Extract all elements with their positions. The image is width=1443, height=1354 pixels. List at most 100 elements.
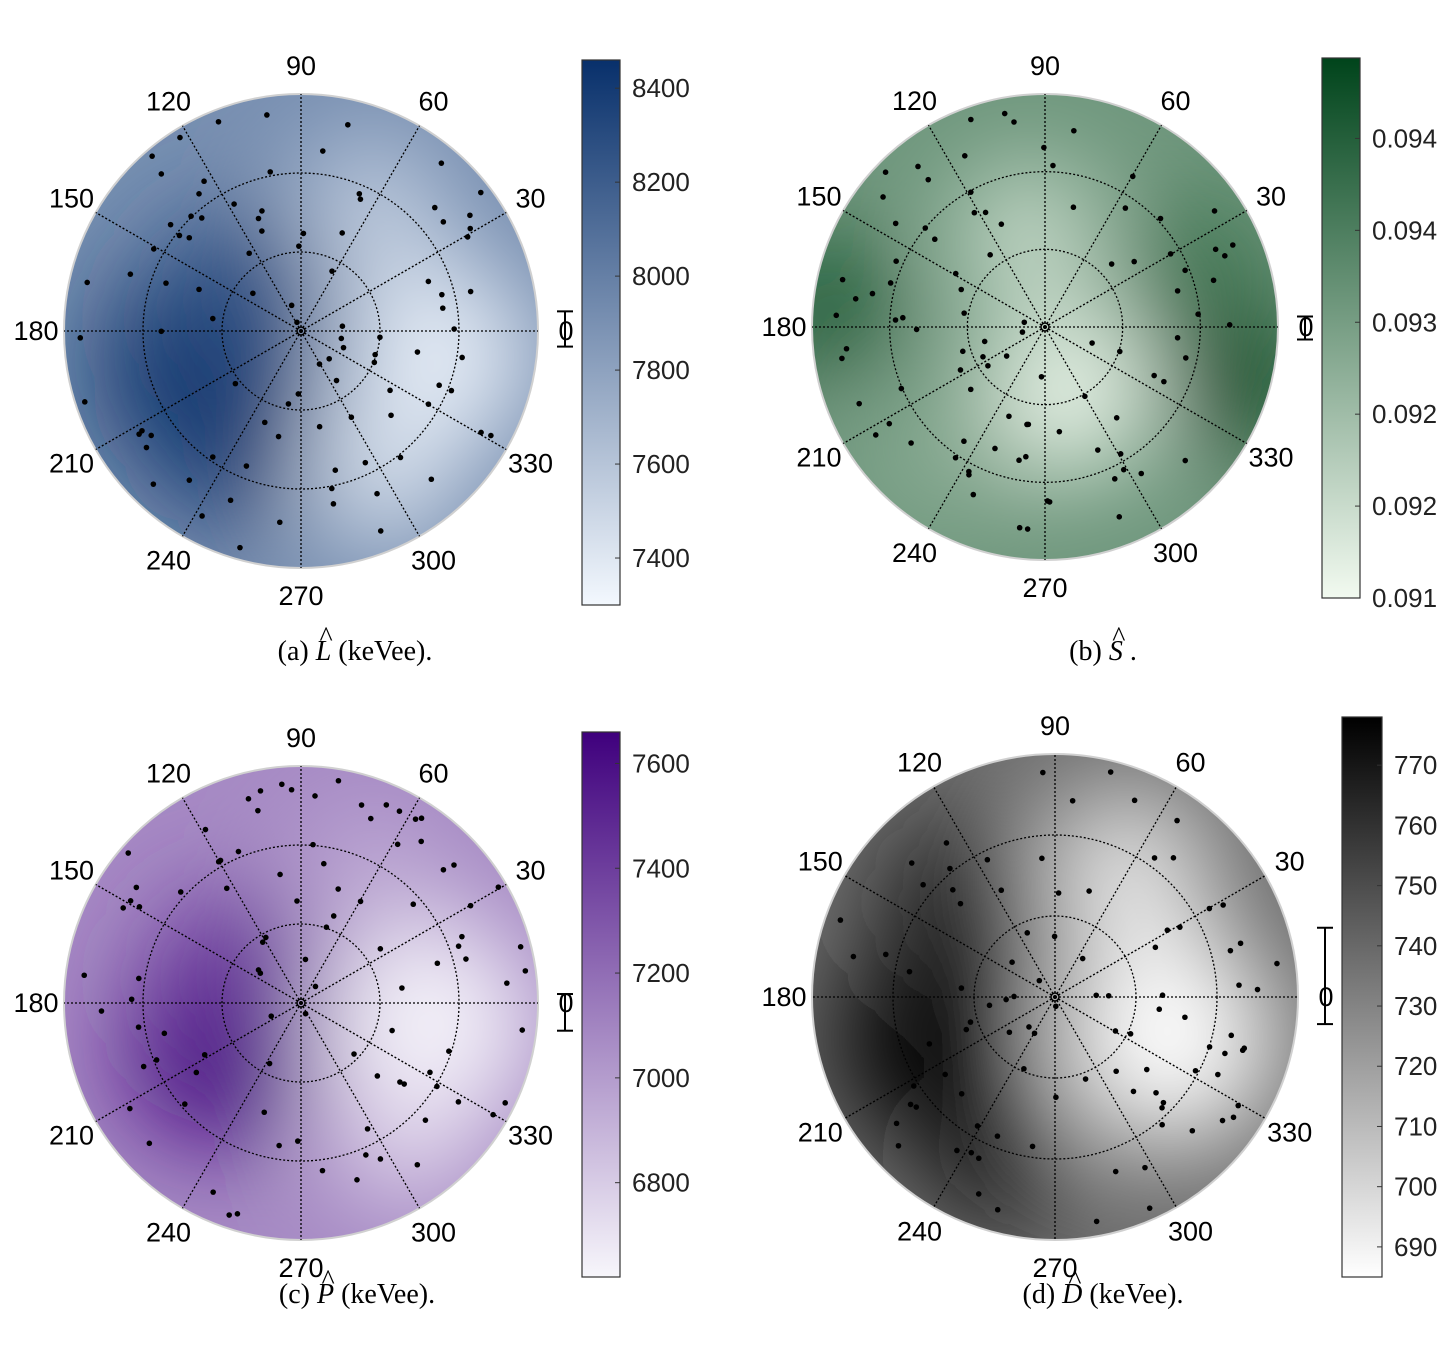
sample-point	[1122, 205, 1129, 211]
sample-point	[502, 1100, 508, 1106]
angle-tick-label: 90	[1030, 51, 1060, 81]
sample-point	[259, 939, 266, 945]
sample-point	[275, 433, 282, 440]
sample-point	[237, 544, 243, 551]
angle-tick-label: 240	[892, 538, 937, 568]
sample-point	[414, 1161, 421, 1168]
sample-point	[150, 481, 157, 487]
sample-point	[839, 276, 846, 283]
sample-point	[1055, 890, 1062, 896]
sample-point	[959, 348, 966, 355]
sample-point	[335, 886, 341, 892]
sample-point	[399, 985, 405, 991]
sample-point	[898, 385, 905, 392]
sample-point	[459, 933, 465, 940]
sample-point	[427, 1069, 433, 1076]
sample-point	[326, 355, 333, 362]
sample-point	[1056, 428, 1063, 435]
colorbar-tick-label: 7400	[632, 543, 690, 573]
sample-point	[981, 338, 988, 345]
colorbar-tick-label: 7000	[632, 1063, 690, 1093]
sample-point	[120, 905, 126, 911]
colorbar-tick-label: 770	[1394, 750, 1437, 780]
sample-point	[201, 178, 207, 185]
colorbar-tick-label: 0.094	[1372, 215, 1437, 245]
angle-tick-label: 270	[1032, 1253, 1077, 1283]
sample-point	[422, 1117, 429, 1123]
angle-tick-label: 240	[146, 545, 191, 575]
sample-point	[982, 209, 989, 216]
sample-point	[363, 1152, 369, 1158]
sample-point	[339, 230, 345, 236]
sample-point	[312, 793, 318, 799]
sample-point	[167, 221, 174, 228]
sample-point	[1138, 470, 1145, 477]
sample-point	[202, 826, 209, 833]
polar-spoke	[1044, 326, 1248, 445]
sample-point	[1189, 1127, 1196, 1134]
sample-point	[455, 943, 462, 949]
sample-point	[893, 258, 899, 264]
sample-point	[217, 857, 224, 864]
sample-point	[1003, 353, 1010, 359]
sample-point	[880, 194, 886, 200]
heatmap-blob	[301, 808, 444, 951]
angle-tick-label: 30	[515, 184, 545, 214]
sample-point	[1222, 253, 1228, 259]
polar-spoke	[1054, 786, 1178, 998]
polar-spoke	[1054, 996, 1178, 1208]
sample-point	[234, 1211, 241, 1217]
sample-point	[1044, 498, 1051, 504]
sample-point	[1016, 524, 1023, 531]
sample-point	[296, 243, 302, 249]
sample-point	[312, 983, 319, 990]
angle-tick-label: 270	[278, 581, 323, 611]
polar-spoke	[927, 124, 1046, 328]
sample-point	[227, 497, 234, 504]
sample-point	[1003, 996, 1009, 1003]
sample-point	[446, 1048, 452, 1054]
sample-point	[374, 1073, 381, 1079]
sample-point	[463, 956, 469, 962]
sample-point	[181, 1101, 188, 1107]
angle-tick-label: 60	[1175, 747, 1205, 777]
sample-point	[1024, 930, 1031, 936]
sample-points	[77, 112, 494, 551]
sample-point	[950, 887, 956, 893]
sample-point	[439, 291, 445, 298]
polar-spoke	[1054, 874, 1266, 998]
sample-point	[992, 445, 998, 452]
colorbar-tick-label: 7600	[632, 449, 690, 479]
sample-point	[1016, 457, 1022, 464]
sample-point	[961, 310, 967, 316]
sample-point	[967, 1019, 974, 1025]
sample-point	[186, 477, 193, 483]
sample-point	[335, 777, 342, 784]
sample-point	[1152, 944, 1159, 951]
sample-point	[947, 865, 953, 872]
sample-point	[961, 153, 968, 159]
sample-point	[226, 1212, 232, 1218]
sample-point	[1108, 261, 1115, 267]
panel-c: 0306090120150180210240270300330680070007…	[13, 723, 689, 1310]
sample-point	[1041, 144, 1047, 151]
polar-spoke	[300, 1002, 421, 1209]
colorbar-tick-label: 7400	[632, 853, 690, 883]
angle-tick-label: 180	[761, 312, 806, 342]
sample-point	[1082, 393, 1088, 400]
sample-point	[319, 148, 326, 154]
angle-tick-label: 150	[796, 182, 841, 212]
sample-point	[1182, 1014, 1188, 1021]
sample-point	[319, 1167, 326, 1174]
heatmap-blob	[301, 136, 444, 279]
sample-point	[259, 208, 265, 214]
polar-spoke	[300, 1002, 507, 1123]
panel-a: 0306090120150180210240270300330740076007…	[13, 51, 689, 667]
sample-point	[1117, 451, 1124, 457]
polar-spoke	[300, 330, 421, 537]
sample-point	[1160, 1099, 1167, 1106]
colorbar-tick-label: 8200	[632, 167, 690, 197]
sample-point	[1229, 242, 1236, 248]
sample-point	[1215, 1071, 1221, 1078]
colorbar-tick-label: 0.093	[1372, 307, 1437, 337]
